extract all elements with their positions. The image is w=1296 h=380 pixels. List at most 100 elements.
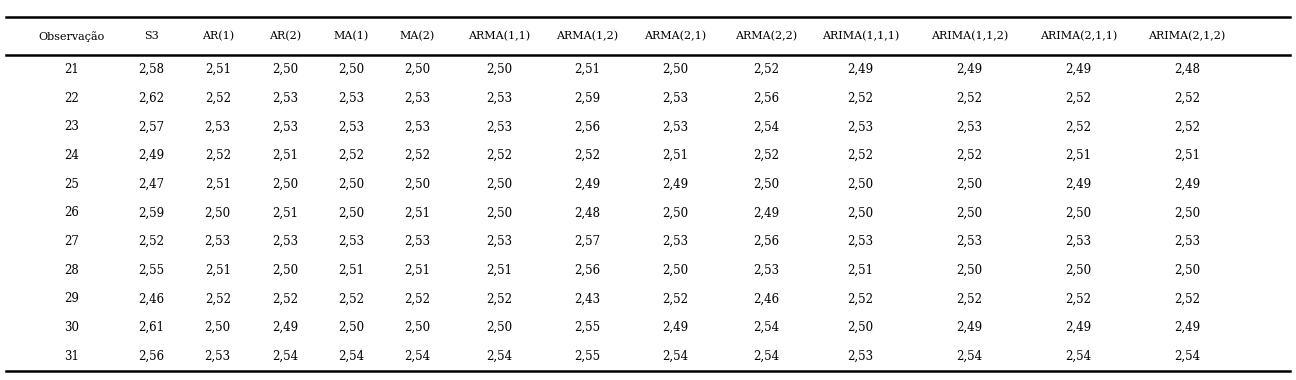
Text: 30: 30 — [64, 321, 79, 334]
Text: 2,52: 2,52 — [848, 149, 874, 162]
Text: 2,53: 2,53 — [272, 92, 298, 105]
Text: 2,53: 2,53 — [338, 92, 364, 105]
Text: 2,50: 2,50 — [662, 264, 688, 277]
Text: ARMA(2,2): ARMA(2,2) — [735, 31, 797, 41]
Text: 2,52: 2,52 — [139, 235, 165, 248]
Text: 2,56: 2,56 — [139, 350, 165, 363]
Text: 2,53: 2,53 — [486, 235, 512, 248]
Text: 2,50: 2,50 — [1174, 264, 1200, 277]
Text: 2,50: 2,50 — [1174, 206, 1200, 219]
Text: 2,50: 2,50 — [486, 206, 512, 219]
Text: 2,53: 2,53 — [205, 235, 231, 248]
Text: 24: 24 — [64, 149, 79, 162]
Text: 2,51: 2,51 — [205, 177, 231, 191]
Text: 2,52: 2,52 — [753, 149, 779, 162]
Text: 2,52: 2,52 — [404, 292, 430, 305]
Text: 2,49: 2,49 — [1174, 177, 1200, 191]
Text: 2,52: 2,52 — [486, 149, 512, 162]
Text: 28: 28 — [64, 264, 79, 277]
Text: 2,53: 2,53 — [848, 350, 874, 363]
Text: 2,51: 2,51 — [404, 264, 430, 277]
Text: ARIMA(1,1,2): ARIMA(1,1,2) — [931, 31, 1008, 41]
Text: 2,52: 2,52 — [205, 292, 231, 305]
Text: 2,50: 2,50 — [956, 206, 982, 219]
Text: 2,51: 2,51 — [574, 63, 600, 76]
Text: 2,50: 2,50 — [272, 63, 298, 76]
Text: 2,50: 2,50 — [1065, 264, 1091, 277]
Text: 2,50: 2,50 — [338, 206, 364, 219]
Text: 2,52: 2,52 — [662, 292, 688, 305]
Text: 2,50: 2,50 — [486, 63, 512, 76]
Text: AR(1): AR(1) — [202, 31, 233, 41]
Text: 2,54: 2,54 — [956, 350, 982, 363]
Text: 2,51: 2,51 — [1065, 149, 1091, 162]
Text: MA(2): MA(2) — [399, 31, 435, 41]
Text: 2,50: 2,50 — [956, 264, 982, 277]
Text: 2,53: 2,53 — [338, 120, 364, 133]
Text: 2,51: 2,51 — [662, 149, 688, 162]
Text: 2,50: 2,50 — [338, 63, 364, 76]
Text: 2,51: 2,51 — [272, 149, 298, 162]
Text: 2,50: 2,50 — [404, 177, 430, 191]
Text: Observação: Observação — [38, 31, 105, 41]
Text: 2,48: 2,48 — [1174, 63, 1200, 76]
Text: 2,52: 2,52 — [404, 149, 430, 162]
Text: ARIMA(1,1,1): ARIMA(1,1,1) — [822, 31, 899, 41]
Text: 2,55: 2,55 — [139, 264, 165, 277]
Text: 2,53: 2,53 — [338, 235, 364, 248]
Text: 2,53: 2,53 — [848, 120, 874, 133]
Text: AR(2): AR(2) — [270, 31, 301, 41]
Text: 2,51: 2,51 — [272, 206, 298, 219]
Text: 2,50: 2,50 — [848, 206, 874, 219]
Text: 2,50: 2,50 — [1065, 206, 1091, 219]
Text: 2,53: 2,53 — [956, 120, 982, 133]
Text: 27: 27 — [64, 235, 79, 248]
Text: 2,50: 2,50 — [205, 321, 231, 334]
Text: 2,50: 2,50 — [338, 177, 364, 191]
Text: ARMA(1,2): ARMA(1,2) — [556, 31, 618, 41]
Text: MA(1): MA(1) — [333, 31, 369, 41]
Text: 2,53: 2,53 — [956, 235, 982, 248]
Text: 2,49: 2,49 — [956, 63, 982, 76]
Text: 2,52: 2,52 — [1065, 92, 1091, 105]
Text: 2,54: 2,54 — [753, 321, 779, 334]
Text: ARMA(2,1): ARMA(2,1) — [644, 31, 706, 41]
Text: 2,52: 2,52 — [753, 63, 779, 76]
Text: 2,52: 2,52 — [956, 149, 982, 162]
Text: 2,46: 2,46 — [139, 292, 165, 305]
Text: 2,52: 2,52 — [486, 292, 512, 305]
Text: 2,53: 2,53 — [662, 235, 688, 248]
Text: 2,57: 2,57 — [574, 235, 600, 248]
Text: 2,47: 2,47 — [139, 177, 165, 191]
Text: 2,53: 2,53 — [404, 235, 430, 248]
Text: 2,54: 2,54 — [753, 120, 779, 133]
Text: 2,49: 2,49 — [139, 149, 165, 162]
Text: 2,55: 2,55 — [574, 321, 600, 334]
Text: 2,53: 2,53 — [404, 92, 430, 105]
Text: 2,54: 2,54 — [1174, 350, 1200, 363]
Text: 2,53: 2,53 — [404, 120, 430, 133]
Text: ARMA(1,1): ARMA(1,1) — [468, 31, 530, 41]
Text: 2,49: 2,49 — [1065, 63, 1091, 76]
Text: 2,52: 2,52 — [956, 92, 982, 105]
Text: 2,54: 2,54 — [404, 350, 430, 363]
Text: 2,52: 2,52 — [848, 292, 874, 305]
Text: 2,48: 2,48 — [574, 206, 600, 219]
Text: 2,54: 2,54 — [662, 350, 688, 363]
Text: 2,52: 2,52 — [956, 292, 982, 305]
Text: 2,52: 2,52 — [1065, 292, 1091, 305]
Text: 2,53: 2,53 — [205, 350, 231, 363]
Text: 29: 29 — [64, 292, 79, 305]
Text: 2,50: 2,50 — [662, 63, 688, 76]
Text: 2,53: 2,53 — [486, 120, 512, 133]
Text: 2,49: 2,49 — [574, 177, 600, 191]
Text: 2,49: 2,49 — [848, 63, 874, 76]
Text: 2,46: 2,46 — [753, 292, 779, 305]
Text: 2,53: 2,53 — [1174, 235, 1200, 248]
Text: 2,50: 2,50 — [486, 321, 512, 334]
Text: 2,62: 2,62 — [139, 92, 165, 105]
Text: 2,56: 2,56 — [574, 120, 600, 133]
Text: 2,58: 2,58 — [139, 63, 165, 76]
Text: 2,50: 2,50 — [272, 177, 298, 191]
Text: 2,50: 2,50 — [338, 321, 364, 334]
